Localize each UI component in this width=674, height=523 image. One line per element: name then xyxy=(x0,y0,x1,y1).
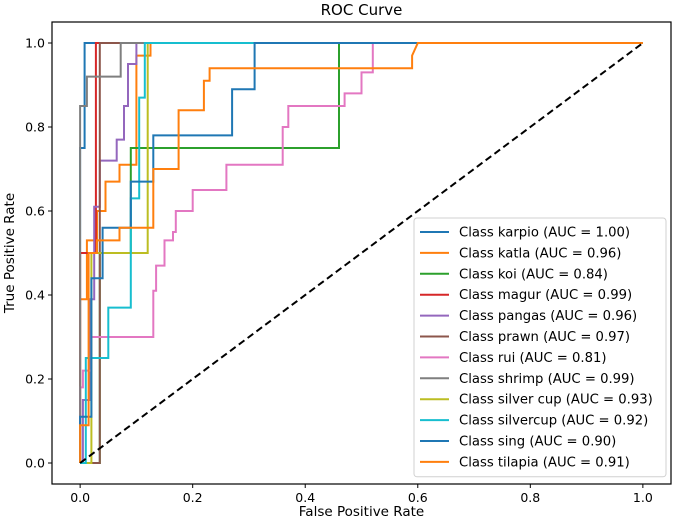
legend-box xyxy=(413,217,667,478)
legend-item: Class magur (AUC = 0.99) xyxy=(420,288,632,303)
roc-line-tilapia xyxy=(79,42,643,463)
x-tick-label: 0.8 xyxy=(520,490,540,505)
y-tick-label: 0.8 xyxy=(25,120,45,135)
roc-line-silvercup xyxy=(80,42,643,464)
legend-item: Class katla (AUC = 0.96) xyxy=(420,246,621,261)
y-tick-label: 0.2 xyxy=(25,372,45,387)
y-tick-label: 0.4 xyxy=(25,288,45,303)
legend-label: Class shrimp (AUC = 0.99) xyxy=(459,372,635,387)
legend-item: Class tilapia (AUC = 0.91) xyxy=(420,455,630,470)
chance-diagonal-line xyxy=(79,42,644,464)
x-tick-label: 0.0 xyxy=(70,490,90,505)
legend-label: Class silvercup (AUC = 0.92) xyxy=(459,414,648,429)
legend-item: Class silver cup (AUC = 0.93) xyxy=(420,393,653,408)
y-axis-title: True Positive Rate xyxy=(2,193,18,314)
x-tick-label: 0.4 xyxy=(295,490,315,505)
y-tick-label: 1.0 xyxy=(25,36,45,51)
legend-label: Class karpio (AUC = 1.00) xyxy=(459,226,630,241)
legend-item: Class silvercup (AUC = 0.92) xyxy=(420,414,648,429)
chart-title: ROC Curve xyxy=(321,1,403,19)
legend-item: Class koi (AUC = 0.84) xyxy=(420,267,608,282)
y-tick-label: 0.0 xyxy=(25,456,45,471)
plot-frame xyxy=(51,21,672,485)
legend-label: Class pangas (AUC = 0.96) xyxy=(459,309,637,324)
x-tick-label: 1.0 xyxy=(633,490,653,505)
y-tick-label: 0.6 xyxy=(25,204,45,219)
legend-label: Class prawn (AUC = 0.97) xyxy=(459,330,630,345)
legend-label: Class silver cup (AUC = 0.93) xyxy=(459,393,653,408)
legend-label: Class rui (AUC = 0.81) xyxy=(459,351,607,366)
legend-label: Class magur (AUC = 0.99) xyxy=(459,288,632,303)
legend-label: Class koi (AUC = 0.84) xyxy=(459,267,608,282)
x-tick-label: 0.6 xyxy=(408,490,428,505)
legend-label: Class sing (AUC = 0.90) xyxy=(459,435,616,450)
legend-item: Class rui (AUC = 0.81) xyxy=(420,351,607,366)
legend-label: Class katla (AUC = 0.96) xyxy=(459,246,621,261)
x-axis-title: False Positive Rate xyxy=(299,504,424,520)
x-tick-label: 0.2 xyxy=(183,490,203,505)
roc-line-shrimp xyxy=(79,42,643,463)
legend-item: Class karpio (AUC = 1.00) xyxy=(420,226,630,241)
legend-item: Class shrimp (AUC = 0.99) xyxy=(420,372,635,387)
roc-line-sing xyxy=(79,42,643,463)
legend-item: Class prawn (AUC = 0.97) xyxy=(420,330,630,345)
legend-item: Class pangas (AUC = 0.96) xyxy=(420,309,637,324)
legend: Class karpio (AUC = 1.00) Class katla (AU… xyxy=(413,217,667,478)
legend-label: Class tilapia (AUC = 0.91) xyxy=(459,455,630,470)
legend-item: Class sing (AUC = 0.90) xyxy=(420,435,616,450)
